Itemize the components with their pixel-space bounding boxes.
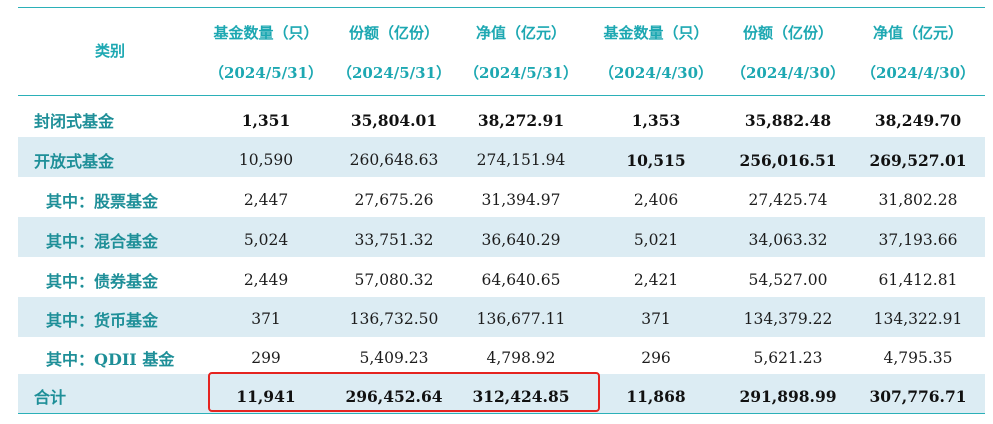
- header-col2-title: 份额（亿份）: [348, 24, 439, 42]
- header-col5-title: 份额（亿份）: [742, 24, 833, 42]
- row-label-hybrid: 其中：混合基金: [46, 232, 159, 251]
- row-band: [18, 137, 985, 177]
- header-col6-date: （2024/4/30）: [860, 64, 976, 82]
- table-cell: 38,249.70: [874, 111, 962, 130]
- header-col1-date: （2024/5/31）: [208, 64, 324, 82]
- table-cell: 31,802.28: [878, 191, 958, 209]
- header-col4-title: 基金数量（只）: [603, 24, 709, 42]
- row-band: [18, 374, 985, 414]
- table-cell: 260,648.63: [349, 151, 439, 169]
- table-cell: 10,590: [238, 151, 294, 169]
- table-cell: 33,751.32: [354, 231, 434, 249]
- table-cell: 291,898.99: [739, 387, 837, 406]
- table-cell: 1,351: [241, 111, 291, 130]
- table-cell: 5,409.23: [359, 349, 429, 367]
- header-col2-date: （2024/5/31）: [336, 64, 452, 82]
- table-cell: 37,193.66: [878, 231, 958, 249]
- row-label-total: 合计: [34, 388, 67, 407]
- header-bottom-rule: [18, 95, 985, 96]
- table-cell: 307,776.71: [869, 387, 967, 406]
- row-band: [18, 297, 985, 337]
- table-cell: 57,080.32: [354, 271, 434, 289]
- table-cell: 34,063.32: [748, 231, 828, 249]
- row-label-open-end: 开放式基金: [34, 152, 115, 171]
- table-cell: 4,795.35: [883, 349, 953, 367]
- header-col1-title: 基金数量（只）: [213, 24, 319, 42]
- row-band: [18, 217, 985, 257]
- header-category: 类别: [94, 42, 125, 60]
- row-label-closed-end: 封闭式基金: [34, 112, 115, 131]
- table-cell: 371: [641, 310, 671, 328]
- table-cell: 371: [251, 310, 281, 328]
- row-label-qdii: 其中：QDII 基金: [46, 350, 175, 369]
- table-cell: 299: [251, 349, 281, 367]
- table-cell: 312,424.85: [472, 387, 570, 406]
- header-col3-date: （2024/5/31）: [463, 64, 579, 82]
- table-cell: 2,447: [243, 191, 289, 209]
- table-cell: 1,353: [631, 111, 681, 130]
- header-col4-date: （2024/4/30）: [598, 64, 714, 82]
- total-highlight-box: [208, 372, 600, 412]
- table-cell: 5,024: [243, 231, 289, 249]
- table-cell: 11,941: [236, 387, 296, 406]
- table-cell: 54,527.00: [748, 271, 828, 289]
- table-cell: 134,322.91: [873, 310, 963, 328]
- table-cell: 61,412.81: [878, 271, 958, 289]
- header-col3-title: 净值（亿元）: [475, 24, 566, 42]
- header-col6-title: 净值（亿元）: [872, 24, 963, 42]
- table-cell: 296: [641, 349, 671, 367]
- row-label-bond: 其中：债券基金: [46, 272, 159, 291]
- header-col5-date: （2024/4/30）: [730, 64, 846, 82]
- table-cell: 274,151.94: [476, 151, 566, 169]
- table-cell: 2,406: [633, 191, 679, 209]
- table-cell: 11,868: [626, 387, 686, 406]
- table-top-rule: [18, 7, 985, 8]
- table-cell: 2,449: [243, 271, 289, 289]
- table-bottom-rule: [18, 413, 985, 414]
- table-cell: 10,515: [626, 151, 686, 170]
- table-cell: 27,675.26: [354, 191, 434, 209]
- row-label-money-market: 其中：货币基金: [46, 311, 159, 330]
- table-cell: 256,016.51: [739, 151, 837, 170]
- table-cell: 35,804.01: [350, 111, 438, 130]
- table-cell: 4,798.92: [486, 349, 556, 367]
- table-cell: 5,021: [633, 231, 679, 249]
- table-cell: 269,527.01: [869, 151, 967, 170]
- table-cell: 134,379.22: [743, 310, 833, 328]
- row-label-equity: 其中：股票基金: [46, 192, 159, 211]
- table-cell: 136,677.11: [476, 310, 566, 328]
- table-cell: 136,732.50: [349, 310, 439, 328]
- table-cell: 27,425.74: [748, 191, 828, 209]
- table-cell: 36,640.29: [481, 231, 561, 249]
- table-cell: 38,272.91: [477, 111, 565, 130]
- table-cell: 35,882.48: [744, 111, 832, 130]
- table-cell: 31,394.97: [481, 191, 561, 209]
- table-cell: 2,421: [633, 271, 679, 289]
- table-cell: 296,452.64: [345, 387, 443, 406]
- table-cell: 64,640.65: [481, 271, 561, 289]
- table-cell: 5,621.23: [753, 349, 823, 367]
